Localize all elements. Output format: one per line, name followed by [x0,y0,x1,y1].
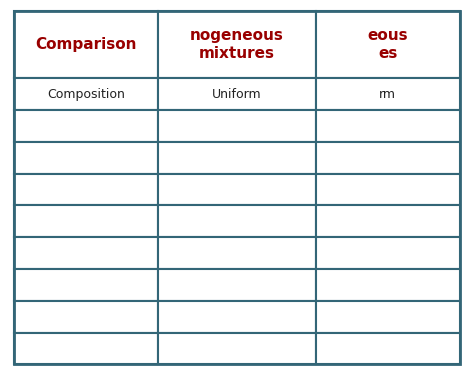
Text: eous
es: eous es [367,28,408,61]
Bar [316,110,460,142]
Bar [158,237,316,269]
Bar [316,237,460,269]
Text: rm: rm [379,88,396,100]
Bar [316,174,460,205]
Bar [14,174,158,205]
Bar [316,78,460,110]
Bar [14,78,158,110]
Bar [14,333,158,364]
Bar [14,237,158,269]
Bar [14,11,158,78]
Bar [158,333,316,364]
Bar [316,301,460,333]
Bar [158,174,316,205]
Bar [14,269,158,301]
Bar [316,205,460,237]
Bar [158,269,316,301]
Bar [14,301,158,333]
Text: Composition: Composition [47,88,125,100]
Text: Uniform: Uniform [212,88,262,100]
Bar [158,205,316,237]
Text: Comparison: Comparison [36,37,137,52]
Bar [158,110,316,142]
Bar [316,11,460,78]
Bar [14,205,158,237]
Bar [316,333,460,364]
Bar [158,301,316,333]
Bar [158,142,316,174]
Bar [158,11,316,78]
Bar [158,78,316,110]
Bar [14,110,158,142]
Bar [316,269,460,301]
Text: nogeneous
mixtures: nogeneous mixtures [190,28,284,61]
Bar [14,142,158,174]
Bar [316,142,460,174]
